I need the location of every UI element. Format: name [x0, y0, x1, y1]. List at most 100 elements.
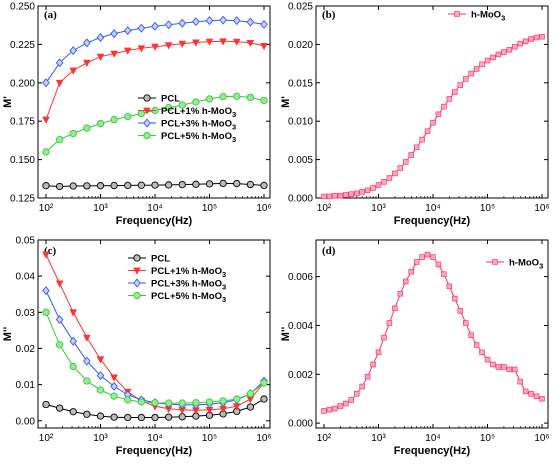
- data-point: [232, 38, 241, 46]
- data-point: [55, 182, 64, 191]
- data-point: [419, 254, 425, 260]
- data-point: [83, 182, 91, 190]
- x-tick-label: 10²: [39, 433, 54, 444]
- data-point: [326, 406, 333, 413]
- data-point: [413, 144, 420, 151]
- series-line: [45, 312, 265, 404]
- data-point: [522, 38, 529, 45]
- legend-marker: [133, 291, 141, 300]
- y-axis-label: M'': [2, 326, 14, 341]
- data-point: [83, 59, 91, 68]
- data-point: [164, 181, 173, 189]
- data-point: [110, 413, 118, 421]
- data-point: [386, 175, 393, 181]
- data-point: [457, 308, 464, 314]
- panel-c: 10² 10³ 10⁴ 10⁵ 10⁶ 0.00 0.01 0.02 0.03 0.04 0.05 F…: [2, 236, 272, 458]
- data-point: [337, 192, 344, 199]
- y-tick-label: 0.225: [10, 40, 35, 51]
- data-point: [512, 43, 518, 50]
- data-point: [232, 16, 241, 26]
- x-tick-label: 10⁴: [147, 433, 162, 444]
- data-point: [446, 283, 453, 290]
- data-point: [260, 395, 268, 403]
- y-tick-label: 0.005: [288, 155, 313, 166]
- legend-label-text: PCL+3% h-MoO: [161, 119, 232, 130]
- data-point: [364, 373, 371, 380]
- data-point: [124, 112, 132, 121]
- series-line: [45, 290, 265, 406]
- data-point: [151, 181, 159, 189]
- x-tick-label: 10⁵: [202, 433, 217, 444]
- x-tick-label: 10³: [371, 203, 386, 214]
- data-point: [151, 413, 159, 422]
- x-tick-label: 10⁶: [256, 433, 271, 444]
- x-tick-label: 10²: [317, 203, 332, 214]
- data-point: [397, 290, 404, 297]
- data-point: [260, 43, 268, 51]
- data-point: [462, 76, 469, 82]
- legend-label-text: PCL+1% h-MoO: [161, 106, 232, 117]
- data-point: [110, 116, 118, 124]
- data-point: [219, 179, 227, 188]
- legend: h-MoO3: [448, 10, 505, 23]
- y-tick-label: 0.150: [10, 155, 35, 166]
- legend-label-subscript: 3: [539, 262, 543, 271]
- data-point: [55, 79, 64, 88]
- legend-label: PCL+5% h-MoO3: [151, 291, 226, 304]
- data-point: [446, 96, 453, 102]
- data-point: [528, 36, 534, 42]
- data-point: [233, 92, 241, 100]
- legend-label-text: h-MoO: [471, 10, 501, 21]
- data-point: [69, 67, 78, 75]
- data-point: [246, 403, 255, 411]
- data-point: [375, 182, 382, 188]
- x-axis-label: Frequency(Hz): [394, 445, 471, 457]
- data-point: [205, 398, 214, 406]
- data-point: [348, 397, 354, 403]
- data-point: [321, 408, 327, 414]
- data-point: [501, 49, 507, 55]
- data-point: [83, 38, 91, 48]
- data-point: [178, 180, 186, 189]
- x-axis-label: Frequency(Hz): [394, 215, 471, 227]
- data-point: [528, 391, 534, 397]
- data-point: [96, 119, 105, 128]
- data-point: [178, 413, 186, 421]
- data-point: [506, 47, 513, 53]
- data-point: [260, 379, 268, 387]
- data-point: [192, 399, 200, 407]
- data-point: [452, 89, 458, 95]
- panel-label: (d): [322, 245, 336, 257]
- data-point: [110, 381, 118, 391]
- data-point: [353, 190, 360, 197]
- data-point: [246, 17, 255, 27]
- x-tick-label: 10²: [39, 203, 54, 214]
- data-point: [490, 54, 496, 61]
- data-point: [517, 40, 523, 47]
- data-point: [326, 193, 333, 200]
- x-tick-label: 10³: [93, 203, 108, 214]
- data-point: [479, 61, 485, 68]
- data-point: [233, 395, 241, 403]
- data-point: [192, 180, 200, 188]
- data-point: [219, 92, 227, 101]
- panel-b: 10² 10³ 10⁴ 10⁵ 10⁶ 0.000 0.005 0.010 0.015 0.020…: [280, 2, 550, 228]
- legend-marker: [133, 254, 141, 262]
- data-point: [392, 170, 398, 177]
- data-point: [219, 15, 227, 25]
- y-tick-label: 0.200: [10, 78, 35, 89]
- y-tick-label: 0.01: [16, 380, 36, 391]
- data-point: [124, 396, 132, 404]
- y-tick-label: 0.000: [288, 419, 313, 430]
- y-tick-label: 0.025: [288, 2, 313, 13]
- data-point: [205, 16, 214, 26]
- data-point: [83, 356, 91, 366]
- data-point: [83, 410, 91, 418]
- data-point: [246, 39, 255, 48]
- legend-marker: [133, 267, 141, 275]
- legend-marker: [143, 131, 151, 140]
- data-point: [424, 128, 431, 134]
- data-point: [110, 392, 118, 400]
